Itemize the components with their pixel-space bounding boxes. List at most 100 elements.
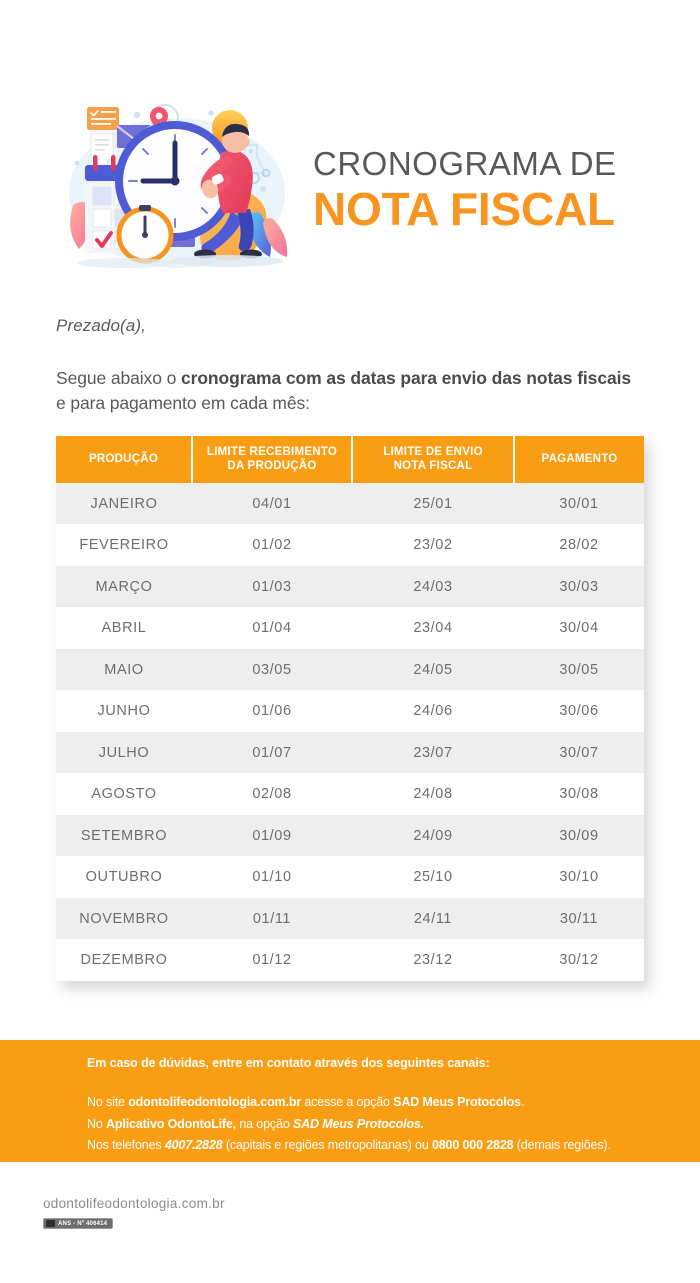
contact-line-website: No site odontolifeodontologia.com.br ace…	[87, 1092, 611, 1114]
page-footer: odontolifeodontologia.com.br ANS - Nº 40…	[43, 1196, 225, 1232]
cell-date: 25/01	[352, 482, 514, 525]
cell-month: FEVEREIRO	[56, 524, 192, 566]
header-title-block: CRONOGRAMA DE NOTA FISCAL	[313, 141, 617, 235]
cell-date: 30/12	[514, 939, 644, 981]
cell-month: OUTUBRO	[56, 856, 192, 898]
contact-lines: No site odontolifeodontologia.com.br ace…	[87, 1092, 611, 1157]
contact-band: Em caso de dúvidas, entre em contato atr…	[0, 1040, 700, 1162]
cell-date: 30/11	[514, 897, 644, 940]
contact-line-phones: Nos telefones 4007.2828 (capitais e regi…	[87, 1135, 611, 1157]
footer-website-link[interactable]: odontolifeodontologia.com.br	[43, 1196, 225, 1211]
cell-date: 01/09	[192, 814, 352, 857]
cell-date: 01/03	[192, 565, 352, 608]
lead-suffix: e para pagamento em cada mês:	[56, 393, 310, 414]
cell-date: 24/08	[352, 773, 514, 815]
contact-l3-phone1[interactable]: 4007.2828	[164, 1138, 223, 1152]
lead-prefix: Segue abaixo o	[56, 368, 181, 388]
cell-month: NOVEMBRO	[56, 897, 192, 940]
table-row: FEVEREIRO 01/02 23/02 28/02	[56, 524, 644, 566]
contact-l1-option: SAD Meus Protocolos	[393, 1095, 521, 1109]
cell-date: 01/12	[192, 939, 352, 981]
schedule-table-container: PRODUÇÃO LIMITE RECEBIMENTO DA PRODUÇÃO LIM…	[56, 436, 644, 981]
contact-title: Em caso de dúvidas, entre em contato atr…	[87, 1056, 490, 1070]
cell-month: JULHO	[56, 731, 192, 774]
clock-calendar-illustration	[55, 93, 305, 283]
page-header: CRONOGRAMA DE NOTA FISCAL	[0, 88, 700, 288]
table-row: JANEIRO 04/01 25/01 30/01	[56, 482, 644, 525]
cell-date: 24/05	[352, 648, 514, 691]
page-title-line2: NOTA FISCAL	[313, 182, 615, 235]
contact-l3-a: Nos telefones	[87, 1138, 165, 1152]
lead-bold: cronograma com as datas para envio das n…	[181, 368, 631, 388]
cell-month: JANEIRO	[56, 482, 192, 525]
cell-date: 23/04	[352, 607, 514, 649]
lead-paragraph: Segue abaixo o cronograma com as datas p…	[56, 366, 656, 417]
cell-date: 23/07	[352, 731, 514, 774]
cell-date: 30/10	[514, 856, 644, 898]
ans-badge: ANS - Nº 406414	[43, 1218, 114, 1229]
contact-l3-d: (demais regiões).	[513, 1138, 611, 1152]
table-header: PRODUÇÃO LIMITE RECEBIMENTO DA PRODUÇÃO LIM…	[56, 436, 644, 483]
contact-l3-c: (capitais e regiões metropolitanas) ou	[222, 1138, 432, 1152]
ans-badge-text: ANS - Nº 406414	[58, 1220, 108, 1227]
cell-date: 30/06	[514, 690, 644, 732]
cell-month: SETEMBRO	[56, 814, 192, 857]
cell-date: 02/08	[192, 773, 352, 815]
cell-date: 24/06	[352, 690, 514, 732]
table-row: ABRIL 01/04 23/04 30/04	[56, 607, 644, 649]
table-row: NOVEMBRO 01/11 24/11 30/11	[56, 897, 644, 940]
page-title-line1: CRONOGRAMA DE	[313, 144, 617, 182]
cell-date: 23/12	[352, 939, 514, 981]
intro-section: Prezado(a), Segue abaixo o cronograma co…	[56, 316, 656, 417]
cell-date: 01/11	[192, 897, 352, 940]
table-row: JULHO 01/07 23/07 30/07	[56, 731, 644, 774]
greeting-text: Prezado(a),	[56, 316, 146, 335]
contact-l1-c: acesse a opção	[301, 1095, 394, 1109]
cell-month: DEZEMBRO	[56, 939, 192, 981]
cell-date: 04/01	[192, 482, 352, 525]
contact-l2-app: Aplicativo OdontoLife,	[106, 1116, 237, 1131]
cell-month: AGOSTO	[56, 773, 192, 815]
cell-date: 30/05	[514, 648, 644, 691]
table-row: MARÇO 01/03 24/03 30/03	[56, 565, 644, 608]
cell-month: MAIO	[56, 648, 192, 691]
cell-date: 01/02	[192, 524, 352, 566]
cell-date: 30/03	[514, 565, 644, 608]
cell-date: 03/05	[192, 648, 352, 691]
cell-month: JUNHO	[56, 690, 192, 732]
table-header-row: PRODUÇÃO LIMITE RECEBIMENTO DA PRODUÇÃO LIM…	[56, 436, 644, 483]
cell-date: 24/09	[352, 814, 514, 857]
contact-l1-a: No site	[87, 1095, 129, 1109]
table-row: MAIO 03/05 24/05 30/05	[56, 648, 644, 691]
table-body: JANEIRO 04/01 25/01 30/01 FEVEREIRO 01/02 23/0…	[56, 482, 644, 981]
cell-date: 25/10	[352, 856, 514, 898]
cell-date: 01/04	[192, 607, 352, 649]
contact-l1-site[interactable]: odontolifeodontologia.com.br	[128, 1095, 302, 1109]
cell-date: 30/01	[514, 482, 644, 525]
cell-date: 30/09	[514, 814, 644, 857]
cell-date: 01/06	[192, 690, 352, 732]
cell-date: 30/08	[514, 773, 644, 815]
table-column-header-2: LIMITE RECEBIMENTO DA PRODUÇÃO	[191, 436, 353, 483]
contact-line-app: No Aplicativo OdontoLife, na opção SAD M…	[87, 1114, 611, 1136]
table-row: AGOSTO 02/08 24/08 30/08	[56, 773, 644, 815]
cell-date: 23/02	[352, 524, 514, 566]
cell-date: 01/07	[192, 731, 352, 774]
table-column-header-1: PRODUÇÃO	[56, 436, 193, 483]
table-row: DEZEMBRO 01/12 23/12 30/12	[56, 939, 644, 981]
contact-l2-a: No	[87, 1116, 107, 1131]
schedule-table: PRODUÇÃO LIMITE RECEBIMENTO DA PRODUÇÃO LIM…	[56, 436, 644, 981]
cell-date: 30/07	[514, 731, 644, 774]
table-row: SETEMBRO 01/09 24/09 30/09	[56, 814, 644, 857]
table-column-header-4: PAGAMENTO	[513, 436, 644, 483]
cell-date: 24/03	[352, 565, 514, 608]
cell-date: 28/02	[514, 524, 644, 566]
contact-l2-c: na opção	[236, 1116, 293, 1131]
cell-date: 24/11	[352, 897, 514, 940]
contact-l1-d: .	[520, 1095, 525, 1109]
contact-l3-phone2[interactable]: 0800 000 2828	[431, 1138, 514, 1152]
ans-logo-icon	[46, 1220, 55, 1227]
cell-month: ABRIL	[56, 607, 192, 649]
cell-date: 01/10	[192, 856, 352, 898]
